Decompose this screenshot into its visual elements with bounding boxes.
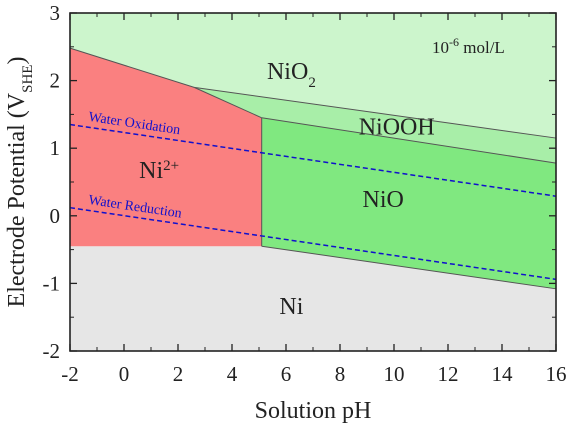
region-labels: Ni Ni2+ NiO NiOOH NiO2 xyxy=(139,59,435,320)
niooh-nio2-boundary xyxy=(194,86,557,139)
x-tick-label: 14 xyxy=(492,362,514,386)
x-tick-label: -2 xyxy=(61,362,79,386)
y-tick-label: 0 xyxy=(50,204,61,228)
x-tick-label: 12 xyxy=(438,362,459,386)
concentration-base: 10 xyxy=(432,38,449,57)
concentration-unit: mol/L xyxy=(459,38,505,57)
y-axis-title-main: Electrode Potential (V xyxy=(4,92,30,307)
x-tick-label: 2 xyxy=(173,362,184,386)
y-tick-label: 2 xyxy=(50,69,61,93)
y-axis-title-close: ) xyxy=(4,57,30,65)
region-label-ni2plus: Ni2+ xyxy=(139,158,179,184)
region-ni xyxy=(70,246,556,351)
ni2-nio2-boundary xyxy=(69,47,195,88)
phase-boundaries xyxy=(69,47,557,290)
x-tick-label: 16 xyxy=(546,362,567,386)
y-tick-label: 3 xyxy=(50,1,61,25)
x-tick-label: 4 xyxy=(227,362,238,386)
region-label-nio2: NiO2 xyxy=(267,59,316,91)
concentration-exponent: -6 xyxy=(449,35,459,49)
water-reduction-line xyxy=(69,206,557,281)
region-nio2 xyxy=(70,13,556,139)
x-tick-label: 6 xyxy=(281,362,292,386)
ni2-niooh-boundary xyxy=(193,86,262,119)
y-tick-label: 1 xyxy=(50,136,61,160)
region-label-nio: NiO xyxy=(363,187,404,213)
concentration-annotation: 10-6 mol/L xyxy=(432,35,505,57)
y-tick-label: -2 xyxy=(43,339,61,363)
x-tick-label: 0 xyxy=(119,362,130,386)
region-niooh xyxy=(194,87,556,164)
x-tick-label: 10 xyxy=(384,362,405,386)
x-tick-label: 8 xyxy=(335,362,346,386)
region-ni2plus xyxy=(70,48,262,247)
nio-niooh-boundary xyxy=(261,117,557,164)
y-tick-label: -1 xyxy=(43,271,61,295)
region-label-ni: Ni xyxy=(279,294,303,320)
y-axis-title-subscript: SHE xyxy=(20,65,36,93)
y-axis-title: Electrode Potential (VSHE) xyxy=(4,57,36,308)
x-axis-title: Solution pH xyxy=(255,398,372,424)
water-oxidation-line xyxy=(69,123,557,197)
region-label-niooh: NiOOH xyxy=(359,115,435,141)
ni-nio-boundary xyxy=(261,245,557,290)
